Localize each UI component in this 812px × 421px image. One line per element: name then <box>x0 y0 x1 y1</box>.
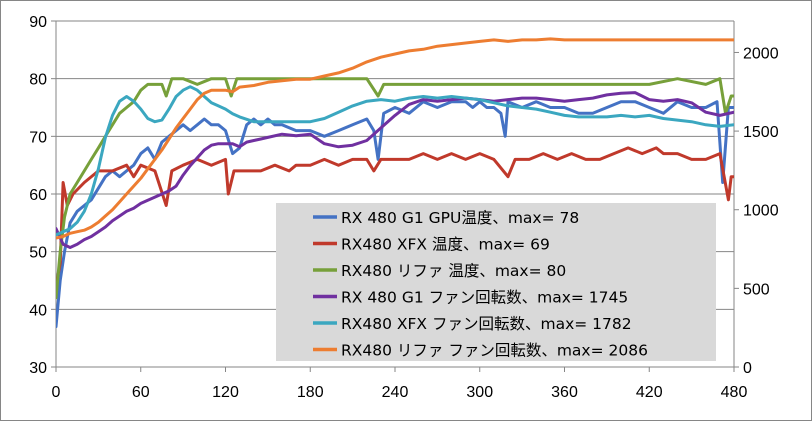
x-tick-label: 480 <box>721 384 748 401</box>
y2-tick-label: 2000 <box>743 45 779 62</box>
series-line-2 <box>56 146 734 288</box>
y2-tick-label: 1500 <box>743 124 779 141</box>
y-tick-label: 60 <box>29 187 47 204</box>
y2-tick-label: 1000 <box>743 203 779 220</box>
x-tick-label: 120 <box>212 384 239 401</box>
series-line-1 <box>56 100 734 329</box>
legend-entry: RX480 XFX 温度、max= 69 <box>341 236 550 254</box>
legend-box <box>276 203 716 361</box>
x-tick-label: 300 <box>466 384 493 401</box>
legend-entry: RX480 リファ ファン回転数、max= 2086 <box>341 342 648 360</box>
axes: 30 40 50 60 70 80 90 0 500 1000 1500 2000 0 60 120 180 2… <box>29 14 778 401</box>
series-line-5 <box>56 85 734 237</box>
legend-entry: RX 480 G1 GPU温度、max= 78 <box>341 209 579 227</box>
y-tick-label: 50 <box>29 245 47 262</box>
x-tick-label: 360 <box>551 384 578 401</box>
x-tick-label: 240 <box>382 384 409 401</box>
legend: RX 480 G1 GPU温度、max= 78 RX480 XFX 温度、max=… <box>276 203 716 361</box>
legend-entry: RX480 XFX ファン回転数、max= 1782 <box>341 315 632 333</box>
legend-entry: RX480 リファ 温度、max= 80 <box>341 262 566 280</box>
y-tick-label: 80 <box>29 72 47 89</box>
series-line-6 <box>56 37 734 240</box>
y2-tick-label: 500 <box>743 281 770 298</box>
y-tick-label: 40 <box>29 302 47 319</box>
x-tick-label: 0 <box>52 384 61 401</box>
y-tick-label: 90 <box>29 14 47 31</box>
series-line-4 <box>56 91 734 249</box>
x-tick-label: 180 <box>297 384 324 401</box>
y2-tick-label: 0 <box>743 360 752 377</box>
legend-entry: RX 480 G1 ファン回転数、max= 1745 <box>341 289 628 307</box>
x-tick-label: 420 <box>636 384 663 401</box>
series-lines <box>56 37 734 329</box>
y-tick-label: 70 <box>29 129 47 146</box>
y-tick-label: 30 <box>29 360 47 377</box>
x-tick-label: 60 <box>132 384 150 401</box>
